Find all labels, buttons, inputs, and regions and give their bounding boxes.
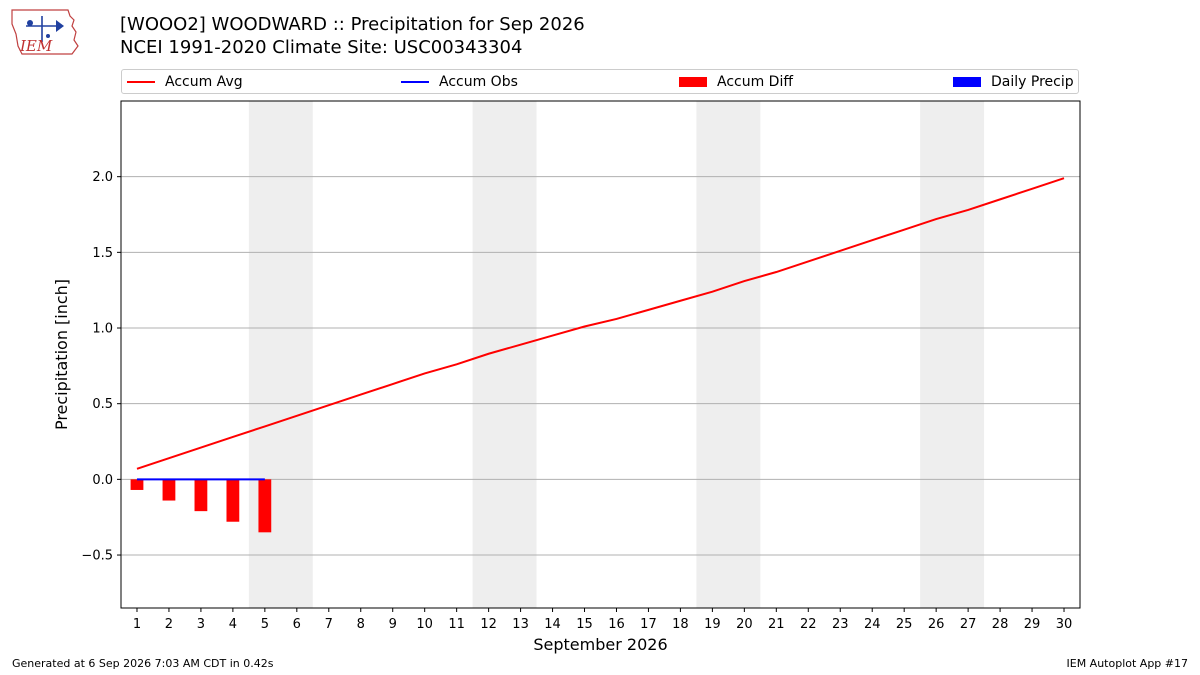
x-tick-label-19: 19 — [704, 617, 721, 632]
title-line-1: [WOOO2] WOODWARD :: Precipitation for Se… — [120, 14, 585, 35]
y-tick-label-1: 0.0 — [92, 473, 113, 488]
legend-item-accum-obs: Accum Obs — [401, 73, 518, 91]
x-tick-label-5: 5 — [261, 617, 269, 632]
weekend-band-3 — [696, 101, 761, 608]
legend-label-daily-precip: Daily Precip — [991, 74, 1074, 90]
legend-item-accum-avg: Accum Avg — [127, 73, 243, 91]
x-tick-label-22: 22 — [800, 617, 817, 632]
accum-diff-bar-4 — [226, 479, 240, 522]
legend-label-accum-obs: Accum Obs — [439, 74, 518, 90]
plot-frame — [120, 100, 1081, 609]
x-tick-label-8: 8 — [357, 617, 365, 632]
y-tick-label-3: 1.0 — [92, 322, 113, 337]
accum-diff-bar-2 — [162, 479, 176, 501]
footer-app: IEM Autoplot App #17 — [1066, 657, 1189, 670]
iem-iowa-logo-icon: IEM — [11, 9, 79, 55]
legend-swatch-accum-obs — [401, 81, 429, 83]
y-axis-label: Precipitation [inch] — [52, 279, 71, 430]
x-tick-label-29: 29 — [1024, 617, 1041, 632]
legend-swatch-daily-precip — [953, 77, 981, 87]
accum-diff-bar-3 — [194, 479, 208, 512]
legend-item-accum-diff: Accum Diff — [679, 73, 793, 91]
x-tick-label-9: 9 — [389, 617, 397, 632]
y-tick-label-2: 0.5 — [92, 397, 113, 412]
x-tick-label-25: 25 — [896, 617, 913, 632]
x-tick-label-7: 7 — [325, 617, 333, 632]
x-tick-label-13: 13 — [512, 617, 529, 632]
weekend-band-4 — [920, 101, 985, 608]
legend-label-accum-avg: Accum Avg — [165, 74, 243, 90]
accum-diff-bar-1 — [130, 479, 144, 490]
x-tick-label-16: 16 — [608, 617, 625, 632]
accum-avg-line — [136, 177, 1065, 470]
x-tick-label-24: 24 — [864, 617, 881, 632]
x-tick-label-4: 4 — [229, 617, 237, 632]
x-tick-label-17: 17 — [640, 617, 657, 632]
x-tick-label-23: 23 — [832, 617, 849, 632]
x-tick-label-26: 26 — [928, 617, 945, 632]
x-axis-label: September 2026 — [533, 635, 667, 654]
legend-swatch-accum-diff — [679, 77, 707, 87]
footer-generated: Generated at 6 Sep 2026 7:03 AM CDT in 0… — [12, 657, 274, 670]
x-tick-label-20: 20 — [736, 617, 753, 632]
title-line-2: NCEI 1991-2020 Climate Site: USC00343304 — [120, 37, 523, 58]
x-tick-label-28: 28 — [992, 617, 1009, 632]
x-tick-label-10: 10 — [416, 617, 433, 632]
y-tick-label-0: −0.5 — [81, 549, 113, 564]
chart-title: [WOOO2] WOODWARD :: Precipitation for Se… — [120, 13, 585, 59]
x-tick-label-30: 30 — [1056, 617, 1073, 632]
x-tick-label-6: 6 — [293, 617, 301, 632]
x-tick-label-3: 3 — [197, 617, 205, 632]
x-tick-label-1: 1 — [133, 617, 141, 632]
x-tick-label-27: 27 — [960, 617, 977, 632]
logo-text: IEM — [19, 37, 53, 55]
y-tick-label-5: 2.0 — [92, 170, 113, 185]
x-tick-label-12: 12 — [480, 617, 497, 632]
legend-label-accum-diff: Accum Diff — [717, 74, 794, 90]
x-tick-label-11: 11 — [448, 617, 465, 632]
x-tick-label-2: 2 — [165, 617, 173, 632]
chart-legend: Accum Avg Accum Obs Accum Diff Daily Pre… — [121, 69, 1079, 94]
legend-item-daily-precip: Daily Precip — [953, 73, 1074, 91]
x-tick-label-18: 18 — [672, 617, 689, 632]
x-tick-label-14: 14 — [544, 617, 561, 632]
legend-swatch-accum-avg — [127, 81, 155, 83]
y-tick-label-4: 1.5 — [92, 246, 113, 261]
x-tick-label-21: 21 — [768, 617, 785, 632]
accum-diff-bar-5 — [258, 479, 272, 533]
x-tick-label-15: 15 — [576, 617, 593, 632]
